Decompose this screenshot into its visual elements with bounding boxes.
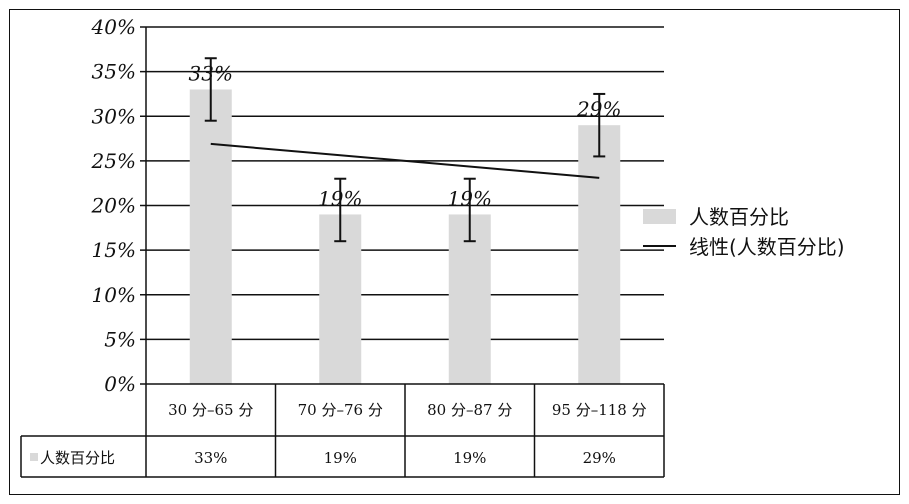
table-legend-key	[30, 453, 38, 461]
bar	[578, 125, 621, 385]
x-category-label: 30 分–65 分	[168, 401, 253, 419]
bar	[189, 89, 232, 384]
bar	[448, 214, 491, 384]
y-tick-label: 0%	[104, 372, 136, 396]
table-cell: 19%	[324, 449, 357, 467]
y-tick-label: 30%	[92, 104, 136, 128]
x-category-label: 80 分–87 分	[427, 401, 512, 419]
table-cell: 19%	[453, 449, 486, 467]
data-label: 29%	[576, 97, 621, 121]
data-label: 19%	[318, 186, 362, 210]
table-cell: 29%	[583, 449, 616, 467]
legend-label: 线性(人数百分比)	[689, 235, 845, 259]
table-cell: 33%	[194, 449, 227, 467]
y-tick-label: 25%	[91, 149, 136, 173]
x-category-label: 95 分–118 分	[552, 401, 647, 419]
bar	[319, 214, 362, 384]
x-category-label: 70 分–76 分	[298, 401, 383, 419]
legend-label: 人数百分比	[689, 205, 789, 229]
y-tick-label: 35%	[92, 60, 136, 84]
chart-frame	[9, 9, 900, 495]
table-row-label: 人数百分比	[40, 449, 115, 467]
data-label: 19%	[448, 186, 492, 210]
data-label: 33%	[189, 61, 233, 85]
legend-swatch-bar	[643, 209, 676, 224]
y-tick-label: 5%	[104, 327, 136, 351]
y-tick-label: 40%	[91, 15, 136, 39]
y-tick-label: 15%	[92, 238, 136, 262]
y-tick-label: 10%	[92, 283, 136, 307]
y-tick-label: 20%	[91, 194, 136, 218]
trendline	[210, 142, 600, 179]
